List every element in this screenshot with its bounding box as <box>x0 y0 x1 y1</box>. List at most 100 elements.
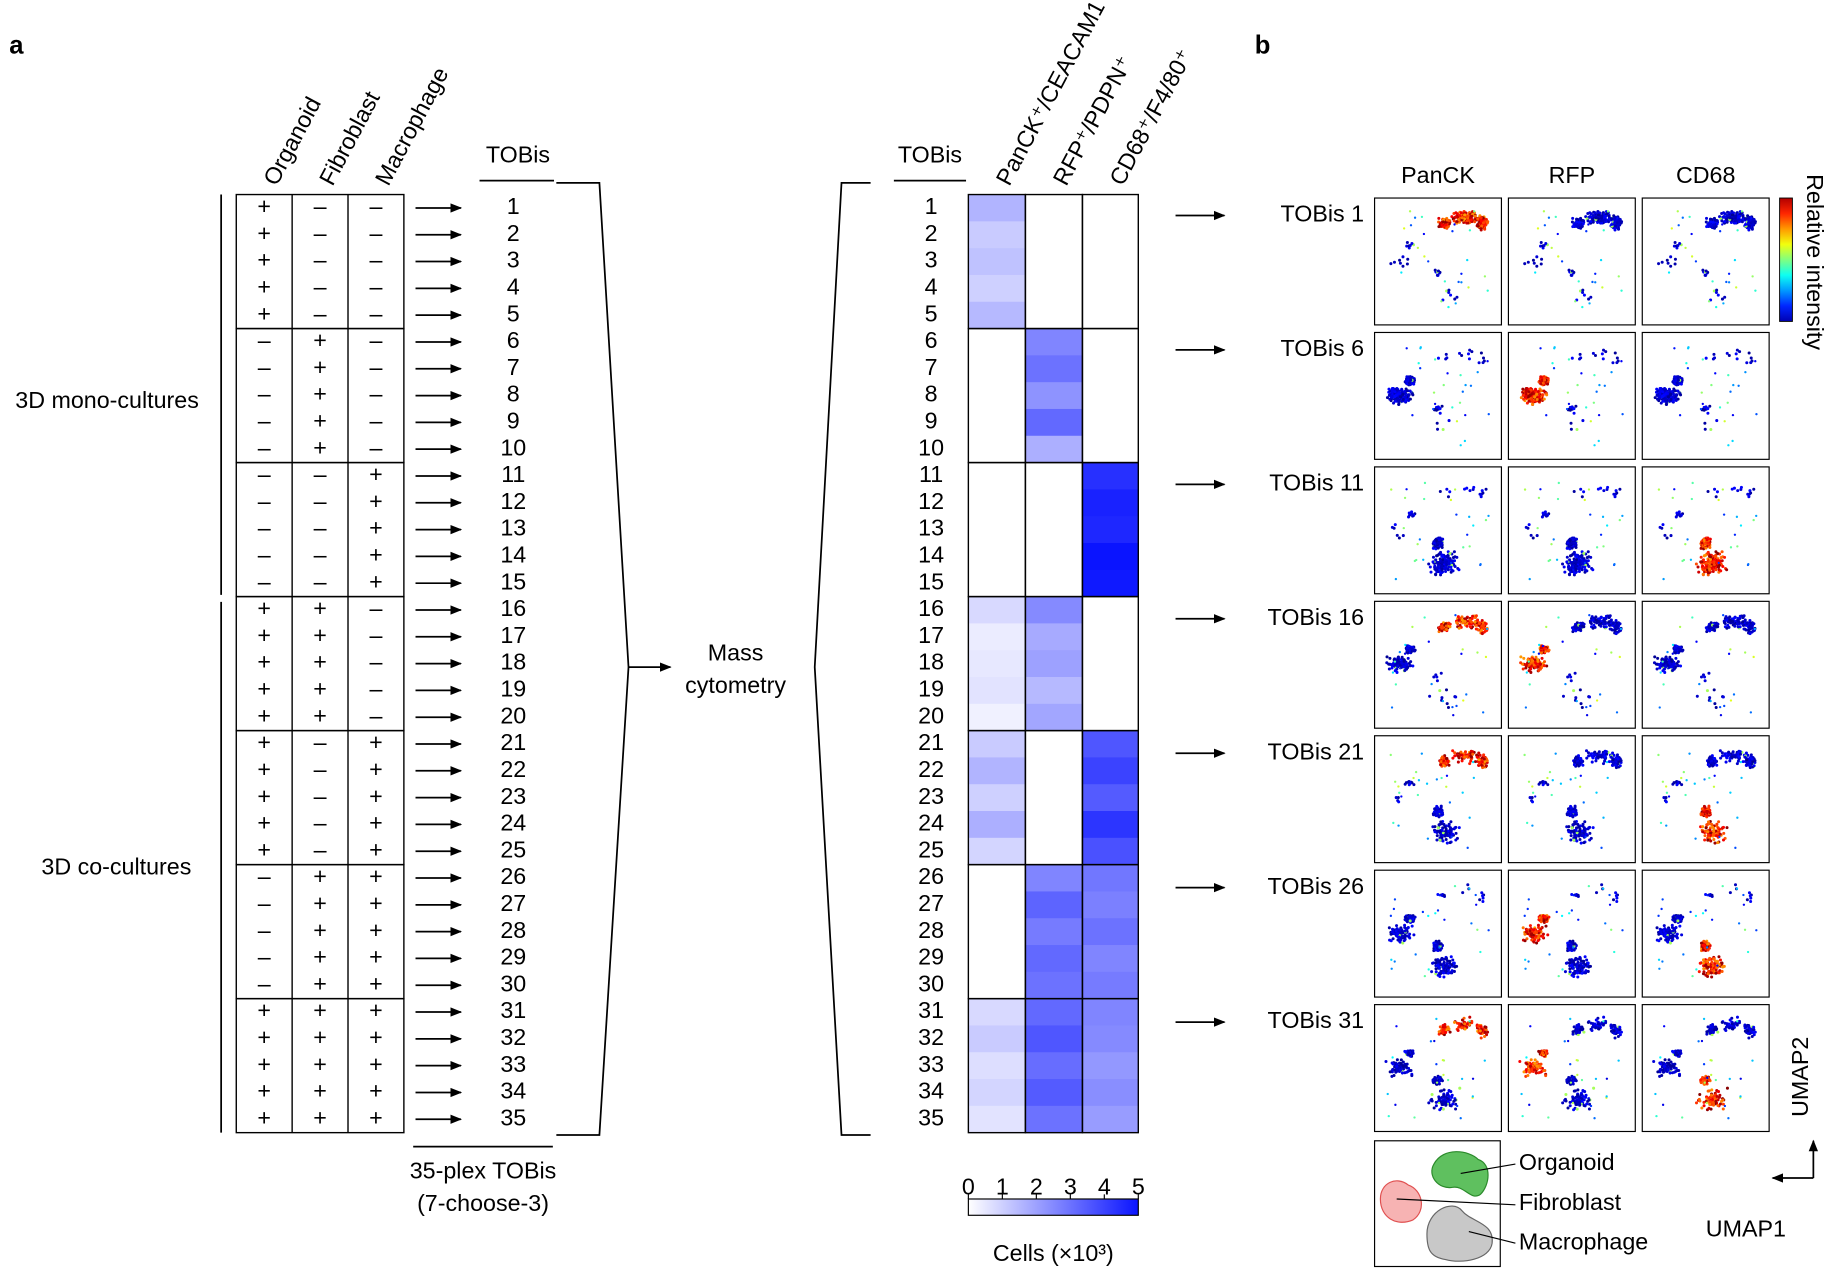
umap-dot <box>1537 395 1541 399</box>
condition: – <box>369 702 382 728</box>
umap-dot <box>1574 629 1578 633</box>
umap-dot <box>1754 289 1757 292</box>
heatmap-cell <box>1082 516 1139 544</box>
umap-dot <box>1720 550 1724 554</box>
umap-dot <box>1661 523 1665 527</box>
heatmap-cell <box>1082 784 1139 812</box>
umap-dot <box>1669 264 1673 268</box>
condition: + <box>257 1078 271 1104</box>
condition: – <box>369 193 382 219</box>
row-number: 29 <box>918 944 944 970</box>
umap-dot <box>1444 624 1448 628</box>
umap-dot <box>1418 538 1422 541</box>
umap-dot <box>1562 565 1566 569</box>
umap-dot <box>1729 390 1732 393</box>
umap-dot <box>1749 361 1753 365</box>
umap-dot <box>1537 643 1541 647</box>
umap-dot <box>1404 643 1407 647</box>
umap-dot <box>1535 534 1539 538</box>
umap-dot <box>1572 489 1576 493</box>
umap-dot <box>1749 221 1753 225</box>
umap-dot <box>1539 488 1542 491</box>
umap-dot <box>1585 705 1588 709</box>
bracket <box>813 182 871 1136</box>
heatmap-cell <box>1082 355 1139 383</box>
umap-dot <box>1620 360 1623 363</box>
umap-dot <box>1569 538 1573 542</box>
umap-dot <box>1525 671 1528 674</box>
umap-dot <box>1564 682 1567 686</box>
umap-dot <box>1472 524 1475 527</box>
umap-dot <box>1454 211 1458 215</box>
umap-dot <box>1481 711 1485 714</box>
umap-dot <box>1439 671 1443 675</box>
umap-dot <box>1712 289 1716 293</box>
heatmap-cell <box>968 489 1026 517</box>
heatmap-cell <box>1025 971 1083 1000</box>
umap-dot <box>1600 221 1604 225</box>
condition: – <box>314 836 327 862</box>
umap-dot <box>1560 260 1564 263</box>
condition: + <box>369 729 383 755</box>
umap-dot <box>1410 510 1414 514</box>
heatmap-cell <box>1025 918 1083 946</box>
umap-dot <box>1400 271 1403 274</box>
umap-dot <box>1679 382 1683 386</box>
heatmap-cell <box>1082 757 1139 785</box>
umap-dot <box>1484 487 1488 491</box>
row-number: 18 <box>918 649 944 675</box>
umap-dot <box>1675 381 1679 385</box>
umap-dot <box>1487 514 1490 518</box>
umap-dot <box>1588 695 1592 699</box>
umap-dot <box>1747 219 1751 223</box>
umap-dot <box>1464 383 1467 387</box>
umap-dot <box>1476 618 1480 622</box>
umap-dot <box>1431 555 1435 559</box>
umap-dot <box>1392 526 1396 530</box>
umap-dot <box>1578 560 1582 564</box>
umap-dot <box>1723 420 1726 423</box>
umap-dot <box>1694 562 1698 566</box>
umap-dot <box>1441 555 1445 559</box>
umap-dot <box>1486 220 1490 224</box>
umap-dot <box>1575 626 1579 630</box>
umap-dot <box>1393 390 1397 394</box>
umap-dot <box>1697 570 1701 574</box>
heatmap-cell <box>968 891 1026 919</box>
umap-dot <box>1445 218 1449 222</box>
umap-dot <box>1614 489 1618 493</box>
row-number: 13 <box>918 515 944 541</box>
heatmap-cell <box>1025 355 1083 383</box>
condition: – <box>258 917 271 943</box>
umap-dot <box>1674 393 1678 397</box>
umap-dot <box>1615 356 1619 360</box>
umap-dot <box>1666 395 1670 399</box>
umap-dot <box>1606 485 1610 489</box>
umap-dot <box>1754 360 1757 363</box>
row-number: 3 <box>507 247 520 273</box>
condition: + <box>257 300 271 326</box>
umap-dot <box>1406 656 1410 660</box>
umap-dot <box>1441 558 1445 562</box>
umap-dot <box>1542 244 1546 248</box>
umap-dot <box>1663 533 1667 537</box>
heatmap-cell <box>1025 891 1083 919</box>
umap-dot <box>1735 357 1739 361</box>
umap-dot <box>1543 510 1547 514</box>
umap-dot <box>1543 378 1547 382</box>
heatmap-cell <box>1025 408 1083 437</box>
umap-dot <box>1534 387 1538 391</box>
umap-dot <box>1455 420 1459 423</box>
umap-dot <box>1395 670 1399 674</box>
umap-dot <box>1479 219 1483 223</box>
umap-dot <box>1423 481 1427 485</box>
umap-dot <box>1569 566 1573 570</box>
umap-dot <box>1581 305 1584 309</box>
heatmap-cell <box>1082 596 1139 624</box>
condition: – <box>258 408 271 434</box>
row-number: 21 <box>918 729 944 755</box>
umap-dot <box>1473 210 1476 213</box>
umap-dot <box>1595 390 1598 393</box>
umap-dot <box>1744 370 1747 374</box>
umap-dot <box>1594 216 1598 220</box>
